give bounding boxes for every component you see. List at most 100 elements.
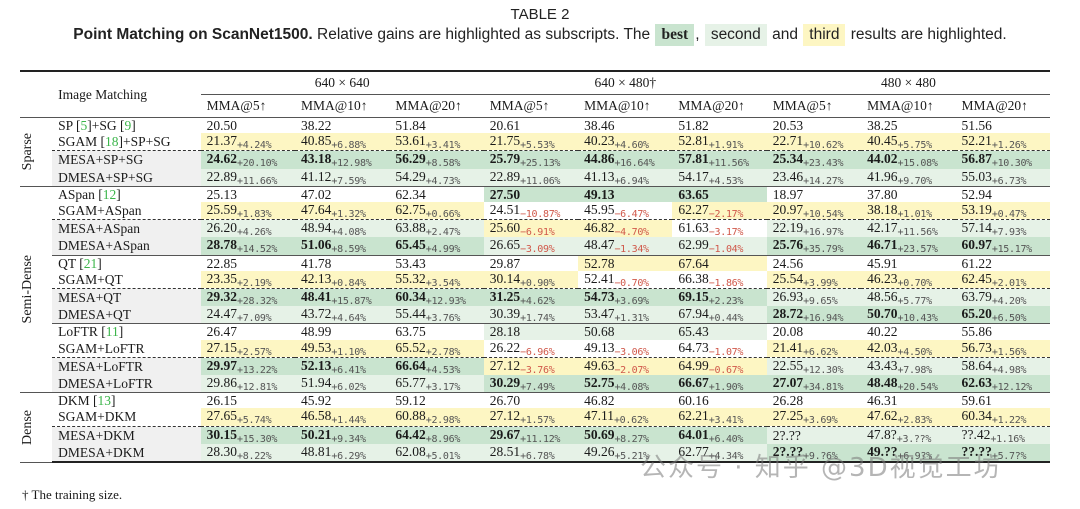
result-cell: 55.03+6.73% bbox=[955, 168, 1050, 187]
cell-value: 31.25 bbox=[489, 289, 521, 305]
cell-value: 21.41 bbox=[772, 339, 804, 355]
result-cell: 26.70 bbox=[484, 393, 578, 409]
relative-gain: +4.08% bbox=[614, 382, 649, 393]
legend-second-chip: second bbox=[704, 24, 767, 46]
result-cell: 24.51−10.87% bbox=[483, 202, 579, 221]
citation-link: 13 bbox=[97, 393, 112, 409]
result-cell: 48.56+5.77% bbox=[861, 288, 956, 307]
method-name: SGAM+ASpan bbox=[52, 202, 201, 221]
cell-value: 41.96 bbox=[867, 168, 898, 184]
result-cell: 67.64 bbox=[672, 255, 767, 271]
relative-gain: +2.19% bbox=[237, 277, 272, 289]
result-cell: 27.12+1.57% bbox=[483, 408, 579, 427]
cell-value: 47.02 bbox=[301, 186, 332, 202]
result-cell: 53.61+3.41% bbox=[389, 133, 484, 152]
cell-value: 45.95 bbox=[584, 202, 615, 218]
relative-gain: +0.84% bbox=[331, 277, 366, 289]
result-cell: 41.12+7.59% bbox=[295, 168, 390, 187]
header-metric: MMA@5↑ bbox=[766, 94, 862, 118]
method-name: SGAM [18]+SP+SG bbox=[52, 133, 201, 152]
citation-link: 18 bbox=[105, 134, 119, 150]
cell-value: 27.12 bbox=[489, 357, 521, 373]
cell-value: 48.94 bbox=[301, 220, 332, 236]
relative-gain: +14.27% bbox=[803, 175, 844, 187]
table-caption: Point Matching on ScanNet1500. Relative … bbox=[0, 24, 1080, 46]
table-row: Sparse SP [5]+SG [9] 20.50 38.22 51.84 20.61 3… bbox=[20, 117, 1050, 187]
cell-value: 65.52 bbox=[395, 339, 426, 355]
method-name: DMESA+QT bbox=[52, 306, 201, 325]
relative-gain: −1.07% bbox=[708, 346, 744, 358]
relative-gain: +20.54% bbox=[897, 382, 938, 393]
relative-gain: +8.22% bbox=[237, 450, 272, 462]
cell-value: 40.22 bbox=[867, 324, 898, 340]
method-label: SGAM+LoFTR bbox=[58, 340, 145, 356]
result-cell: 23.35+2.19% bbox=[200, 270, 296, 290]
cell-value: 43.43 bbox=[867, 357, 898, 373]
cell-value: 20.61 bbox=[489, 118, 521, 133]
relative-gain: −3.09% bbox=[520, 244, 555, 256]
relative-gain: +10.30% bbox=[991, 158, 1032, 169]
relative-gain: +15.17% bbox=[991, 244, 1032, 256]
cell-value: 54.73 bbox=[584, 289, 615, 305]
header-metric: MMA@20↑ bbox=[955, 94, 1050, 118]
method-label: SGAM+QT bbox=[58, 271, 123, 287]
result-cell: 38.18+1.01% bbox=[861, 202, 956, 221]
relative-gain: +10.62% bbox=[803, 140, 844, 151]
relative-gain: +1.91% bbox=[708, 140, 744, 151]
cell-value: 66.64 bbox=[395, 357, 426, 373]
result-cell: 21.41+6.62% bbox=[766, 339, 862, 358]
cell-value: 60.88 bbox=[395, 408, 426, 424]
result-cell: 52.94 bbox=[955, 186, 1050, 202]
cell-value: 46.31 bbox=[867, 393, 898, 409]
cell-value: 42.13 bbox=[301, 270, 332, 286]
cell-value: 49.26 bbox=[584, 443, 615, 459]
result-cell: 26.20+4.26% bbox=[200, 219, 296, 238]
result-cell: 52.78 bbox=[578, 255, 673, 271]
result-cell: 54.29+4.73% bbox=[389, 168, 484, 187]
table-label: TABLE 2 bbox=[510, 6, 570, 23]
relative-gain: +4.64% bbox=[331, 313, 366, 324]
header-resolution-640x480: 640 × 480† bbox=[483, 70, 767, 95]
relative-gain: +9.34% bbox=[331, 433, 366, 444]
relative-gain: −1.86% bbox=[708, 277, 744, 289]
result-cell: 27.25+3.69% bbox=[766, 408, 862, 427]
relative-gain: +1.26% bbox=[991, 140, 1027, 151]
cell-value: 25.34 bbox=[772, 151, 804, 167]
result-cell: 62.63+12.12% bbox=[955, 375, 1050, 394]
result-cell: 24.56 bbox=[767, 255, 861, 271]
relative-gain: +1.31% bbox=[614, 313, 649, 324]
relative-gain: +7.98% bbox=[897, 364, 933, 376]
method-name: MESA+QT bbox=[52, 288, 201, 307]
cell-value: 38.46 bbox=[584, 118, 615, 133]
relative-gain: +1.01% bbox=[897, 209, 933, 220]
method-label: DMESA+QT bbox=[58, 307, 131, 323]
result-cell: 63.88+2.47% bbox=[389, 219, 484, 238]
relative-gain: +8.59% bbox=[331, 244, 366, 256]
relative-gain: +11.56% bbox=[897, 227, 938, 238]
cell-value: 46.82 bbox=[584, 393, 615, 409]
cell-value: 42.17 bbox=[867, 220, 898, 236]
cell-value: 62.27 bbox=[678, 202, 709, 218]
group-label: Dense bbox=[20, 409, 35, 445]
relative-gain: −3.06% bbox=[614, 346, 649, 358]
method-label: ASpan bbox=[58, 186, 95, 202]
citation-link: 5 bbox=[80, 118, 88, 133]
cell-value: 56.87 bbox=[961, 151, 992, 167]
result-cell: 40.22 bbox=[861, 324, 955, 340]
cell-value: 30.39 bbox=[489, 306, 521, 322]
table-row: SGAM+DKM 27.65+5.74% 46.58+1.44% 60.88+2.98… bbox=[20, 408, 1050, 427]
relative-gain: +1.32% bbox=[331, 209, 366, 220]
relative-gain: −3.76% bbox=[520, 364, 555, 376]
method-label: QT bbox=[58, 255, 76, 271]
result-cell: 28.78+14.52% bbox=[200, 237, 296, 256]
result-cell: 44.02+15.08% bbox=[861, 150, 956, 169]
relative-gain: +35.79% bbox=[803, 244, 844, 256]
cell-value: 46.82 bbox=[584, 220, 615, 236]
cell-value: 22.55 bbox=[772, 357, 804, 373]
table-row: MESA+DKM 30.15+15.30% 50.21+9.34% 64.42+8.9… bbox=[20, 426, 1050, 444]
cell-value: 55.03 bbox=[961, 168, 992, 184]
relative-gain: +1.44% bbox=[331, 415, 366, 427]
cell-value: 62.08 bbox=[395, 443, 426, 459]
cell-value: 50.70 bbox=[867, 306, 898, 322]
result-cell: 49.13−3.06% bbox=[578, 339, 673, 358]
